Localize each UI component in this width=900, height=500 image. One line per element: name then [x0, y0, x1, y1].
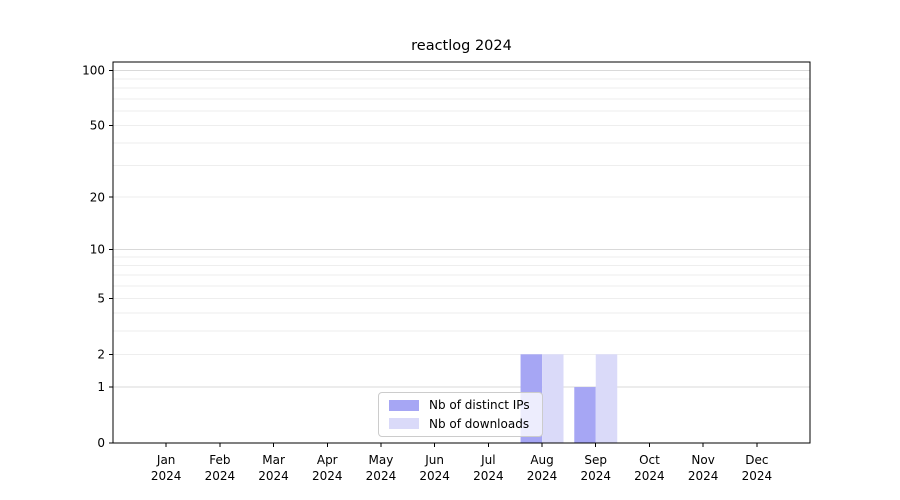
- y-tick-label: 1: [97, 380, 105, 394]
- x-tick-label-month: Jul: [480, 453, 495, 467]
- x-tick-label-year: 2024: [205, 469, 236, 483]
- bar-nb-of-downloads: [595, 354, 618, 443]
- y-tick-label: 20: [90, 190, 105, 204]
- x-tick-label-year: 2024: [366, 469, 397, 483]
- x-tick-label-year: 2024: [258, 469, 289, 483]
- x-tick-label-month: Jan: [156, 453, 176, 467]
- bar-nb-of-distinct-ips: [574, 387, 596, 443]
- x-tick-label-month: Mar: [262, 453, 285, 467]
- legend-item-downloads: Nb of downloads: [379, 416, 542, 432]
- legend-swatch-distinct-ips-icon: [389, 399, 419, 411]
- bar-nb-of-downloads: [542, 354, 564, 443]
- x-tick-label-month: Apr: [317, 453, 338, 467]
- x-tick-label-year: 2024: [473, 469, 504, 483]
- x-tick-label-month: May: [369, 453, 394, 467]
- legend-swatch-downloads-icon: [389, 418, 419, 430]
- y-tick-label: 10: [90, 243, 105, 257]
- y-tick-label: 50: [90, 119, 105, 133]
- x-tick-label-year: 2024: [312, 469, 343, 483]
- x-tick-label-month: Sep: [584, 453, 607, 467]
- legend-item-distinct-ips: Nb of distinct IPs: [379, 397, 542, 413]
- x-tick-label-month: Nov: [691, 453, 714, 467]
- x-tick-label-year: 2024: [151, 469, 182, 483]
- x-tick-label-month: Oct: [639, 453, 660, 467]
- x-tick-label-month: Feb: [209, 453, 230, 467]
- x-tick-label-month: Dec: [745, 453, 768, 467]
- legend-label-distinct-ips: Nb of distinct IPs: [429, 398, 530, 413]
- y-tick-label: 0: [97, 436, 105, 450]
- x-tick-label-year: 2024: [634, 469, 665, 483]
- legend: Nb of distinct IPs Nb of downloads: [378, 392, 543, 437]
- y-tick-label: 5: [97, 292, 105, 306]
- y-tick-label: 2: [97, 347, 105, 361]
- legend-label-downloads: Nb of downloads: [429, 416, 530, 431]
- x-tick-label-year: 2024: [527, 469, 558, 483]
- y-tick-label: 100: [82, 64, 105, 78]
- x-tick-label-year: 2024: [688, 469, 719, 483]
- x-tick-label-month: Aug: [530, 453, 553, 467]
- x-tick-label-month: Jun: [424, 453, 444, 467]
- x-tick-label-year: 2024: [580, 469, 611, 483]
- chart-title: reactlog 2024: [411, 38, 512, 54]
- x-tick-label-year: 2024: [742, 469, 773, 483]
- axis-spine: [112, 61, 811, 444]
- x-tick-label-year: 2024: [419, 469, 450, 483]
